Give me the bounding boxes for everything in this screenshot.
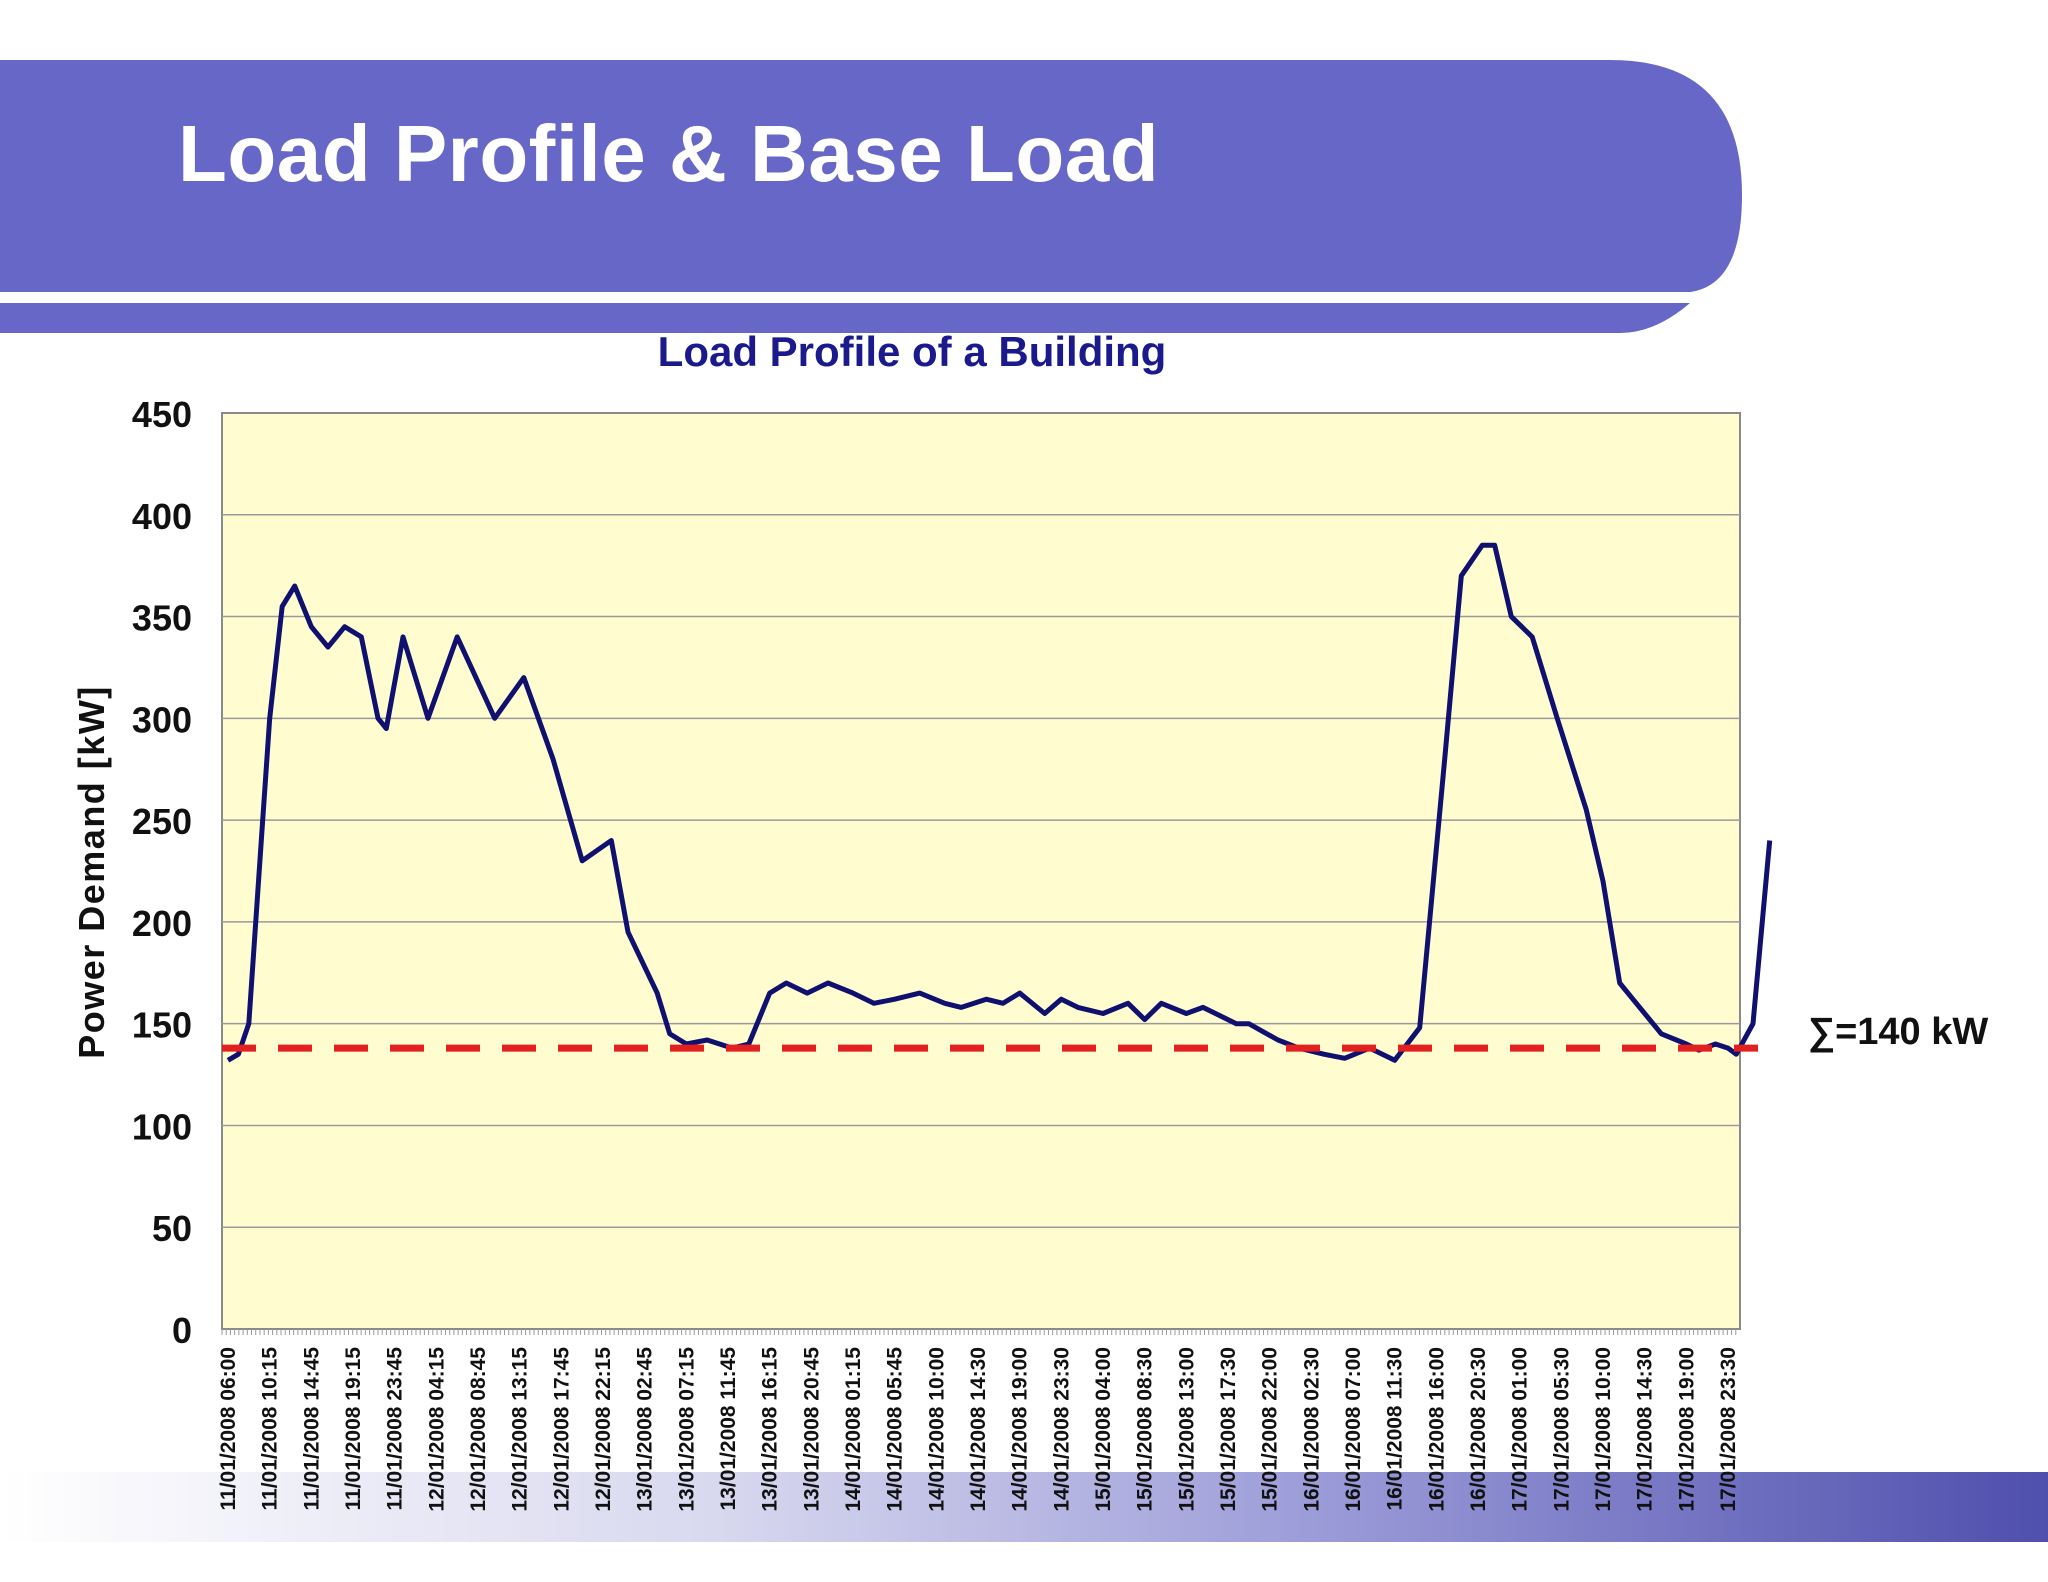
y-tick-label: 200 xyxy=(132,903,192,944)
x-tick-label: 16/01/2008 02:30 xyxy=(1300,1347,1323,1512)
x-tick-label: 17/01/2008 01:00 xyxy=(1509,1347,1532,1512)
y-tick-label: 100 xyxy=(132,1106,192,1147)
x-tick-label: 17/01/2008 23:30 xyxy=(1717,1347,1740,1512)
x-tick-label: 16/01/2008 11:30 xyxy=(1384,1347,1407,1511)
x-tick-label: 14/01/2008 19:00 xyxy=(1009,1347,1032,1512)
x-tick-label: 14/01/2008 01:15 xyxy=(842,1347,865,1512)
x-tick-label: 11/01/2008 19:15 xyxy=(342,1347,365,1511)
x-tick-label: 11/01/2008 10:15 xyxy=(259,1347,282,1511)
x-tick-label: 12/01/2008 08:45 xyxy=(467,1347,490,1512)
slide-title: Load Profile & Base Load xyxy=(178,109,1160,198)
y-tick-label: 150 xyxy=(132,1005,192,1046)
x-tick-label: 14/01/2008 14:30 xyxy=(967,1347,990,1512)
series-group xyxy=(226,542,1773,1063)
y-tick-label: 250 xyxy=(132,801,192,842)
x-tick-label: 12/01/2008 13:15 xyxy=(509,1347,532,1512)
x-tick-label: 15/01/2008 22:00 xyxy=(1259,1347,1282,1512)
y-tick-label: 350 xyxy=(132,598,192,639)
x-tick-label: 17/01/2008 05:30 xyxy=(1550,1347,1573,1512)
x-tick-label: 11/01/2008 06:00 xyxy=(217,1347,240,1511)
x-tick-label: 17/01/2008 14:30 xyxy=(1634,1347,1657,1512)
x-tick-label: 15/01/2008 17:30 xyxy=(1217,1347,1240,1512)
banner-main-shape xyxy=(0,60,1742,292)
y-axis-ticks: 0 50 100 150 200 250 300 350 400 450 xyxy=(132,394,192,1351)
x-tick-label: 13/01/2008 16:15 xyxy=(759,1347,782,1512)
x-tick-label: 16/01/2008 20:30 xyxy=(1467,1347,1490,1512)
x-tick-label: 13/01/2008 02:45 xyxy=(634,1347,657,1512)
x-tick-label: 14/01/2008 05:45 xyxy=(884,1347,907,1512)
series-line xyxy=(226,542,1773,1063)
y-tick-label: 50 xyxy=(152,1208,192,1249)
chart-title: Load Profile of a Building xyxy=(658,328,1167,375)
gridlines xyxy=(222,514,1740,1228)
x-tick-label: 17/01/2008 10:00 xyxy=(1592,1347,1615,1512)
x-tick-label: 16/01/2008 07:00 xyxy=(1342,1347,1365,1512)
x-tick-label: 13/01/2008 11:45 xyxy=(717,1347,740,1511)
x-tick-label: 12/01/2008 17:45 xyxy=(550,1347,573,1512)
y-tick-label: 400 xyxy=(132,496,192,537)
y-tick-label: 450 xyxy=(132,394,192,435)
x-tick-label: 15/01/2008 13:00 xyxy=(1175,1347,1198,1512)
x-tick-label: 15/01/2008 08:30 xyxy=(1134,1347,1157,1512)
x-tick-label: 14/01/2008 23:30 xyxy=(1050,1347,1073,1512)
x-tick-label: 13/01/2008 07:15 xyxy=(675,1347,698,1512)
y-axis-label: Power Demand [kW] xyxy=(71,685,112,1059)
y-tick-label: 300 xyxy=(132,699,192,740)
x-tick-label: 13/01/2008 20:45 xyxy=(800,1347,823,1512)
x-tick-label: 14/01/2008 10:00 xyxy=(925,1347,948,1512)
x-tick-label: 12/01/2008 22:15 xyxy=(592,1347,615,1512)
x-tick-label: 11/01/2008 14:45 xyxy=(300,1347,323,1511)
x-tick-label: 12/01/2008 04:15 xyxy=(425,1347,448,1512)
x-tick-label: 16/01/2008 16:00 xyxy=(1425,1347,1448,1512)
y-tick-label: 0 xyxy=(172,1310,192,1351)
x-tick-label: 17/01/2008 19:00 xyxy=(1675,1347,1698,1512)
x-axis-ticks: 11/01/2008 06:00 11/01/2008 10:15 11/01/20… xyxy=(217,1329,1740,1512)
x-tick-label: 15/01/2008 04:00 xyxy=(1092,1347,1115,1512)
footer-gradient-band xyxy=(0,1472,2048,1542)
banner-stripe xyxy=(0,303,1690,333)
base-load-annotation: ∑=140 kW xyxy=(1808,1011,1988,1053)
title-banner xyxy=(0,60,1742,333)
x-tick-label: 11/01/2008 23:45 xyxy=(384,1347,407,1511)
plot-area xyxy=(221,412,1741,1330)
